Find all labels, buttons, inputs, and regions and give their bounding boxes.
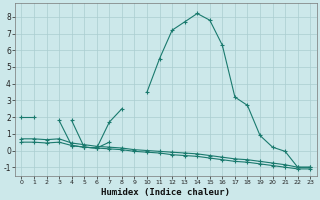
X-axis label: Humidex (Indice chaleur): Humidex (Indice chaleur) [101,188,230,197]
